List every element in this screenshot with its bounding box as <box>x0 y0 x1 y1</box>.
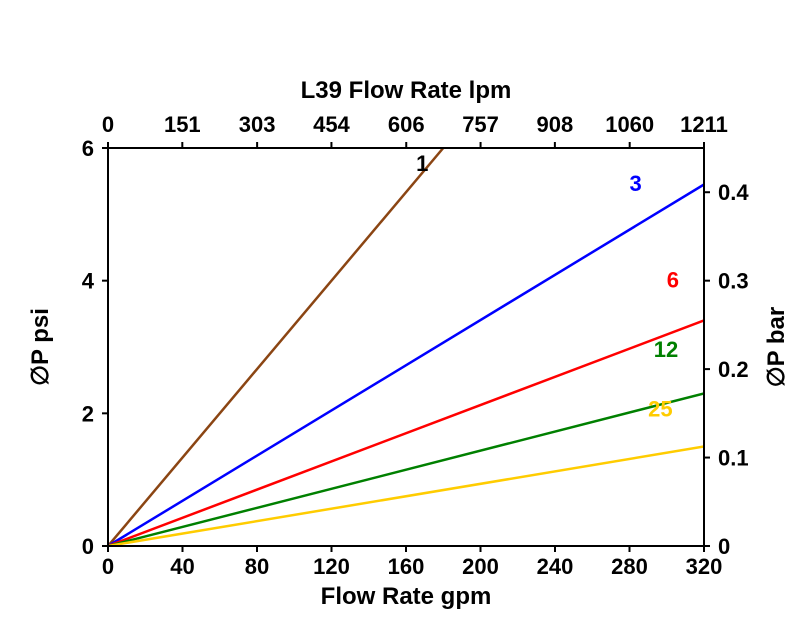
x-tick-label: 0 <box>102 554 114 579</box>
chart-title: L39 Flow Rate lpm <box>301 77 512 104</box>
x-tick-label: 280 <box>611 554 648 579</box>
series-label-3: 3 <box>630 171 642 196</box>
x-tick-label: 160 <box>388 554 425 579</box>
y2-tick-label: 0.1 <box>718 446 749 471</box>
x2-tick-label: 1060 <box>605 112 654 137</box>
x2-tick-label: 1211 <box>680 112 728 137</box>
x-tick-label: 80 <box>245 554 269 579</box>
y2-tick-label: 0 <box>718 534 730 559</box>
x2-tick-label: 303 <box>239 112 276 137</box>
y-tick-label: 0 <box>82 534 94 559</box>
y2-axis-label: ∅P bar <box>763 307 790 388</box>
series-label-25: 25 <box>648 397 672 422</box>
y2-tick-label: 0.4 <box>718 180 749 205</box>
y-tick-label: 6 <box>82 136 94 161</box>
x2-tick-label: 151 <box>164 112 201 137</box>
y-axis-label: ∅P psi <box>27 308 54 386</box>
series-label-6: 6 <box>667 267 679 292</box>
series-label-12: 12 <box>654 337 678 362</box>
x-tick-label: 120 <box>313 554 350 579</box>
flow-rate-chart: 04080120160200240280320Flow Rate gpm0151… <box>0 0 808 636</box>
x2-tick-label: 606 <box>388 112 425 137</box>
x-axis-label: Flow Rate gpm <box>321 583 492 610</box>
x-tick-label: 200 <box>462 554 499 579</box>
x2-tick-label: 454 <box>313 112 350 137</box>
x-tick-label: 240 <box>537 554 574 579</box>
y-tick-label: 4 <box>82 269 95 294</box>
y2-tick-label: 0.2 <box>718 357 749 382</box>
x2-tick-label: 757 <box>462 112 499 137</box>
x-tick-label: 40 <box>170 554 194 579</box>
y2-tick-label: 0.3 <box>718 269 749 294</box>
x2-tick-label: 0 <box>102 112 114 137</box>
series-label-1: 1 <box>416 151 428 176</box>
x2-tick-label: 908 <box>537 112 574 137</box>
x-tick-label: 320 <box>686 554 723 579</box>
y-tick-label: 2 <box>82 401 94 426</box>
